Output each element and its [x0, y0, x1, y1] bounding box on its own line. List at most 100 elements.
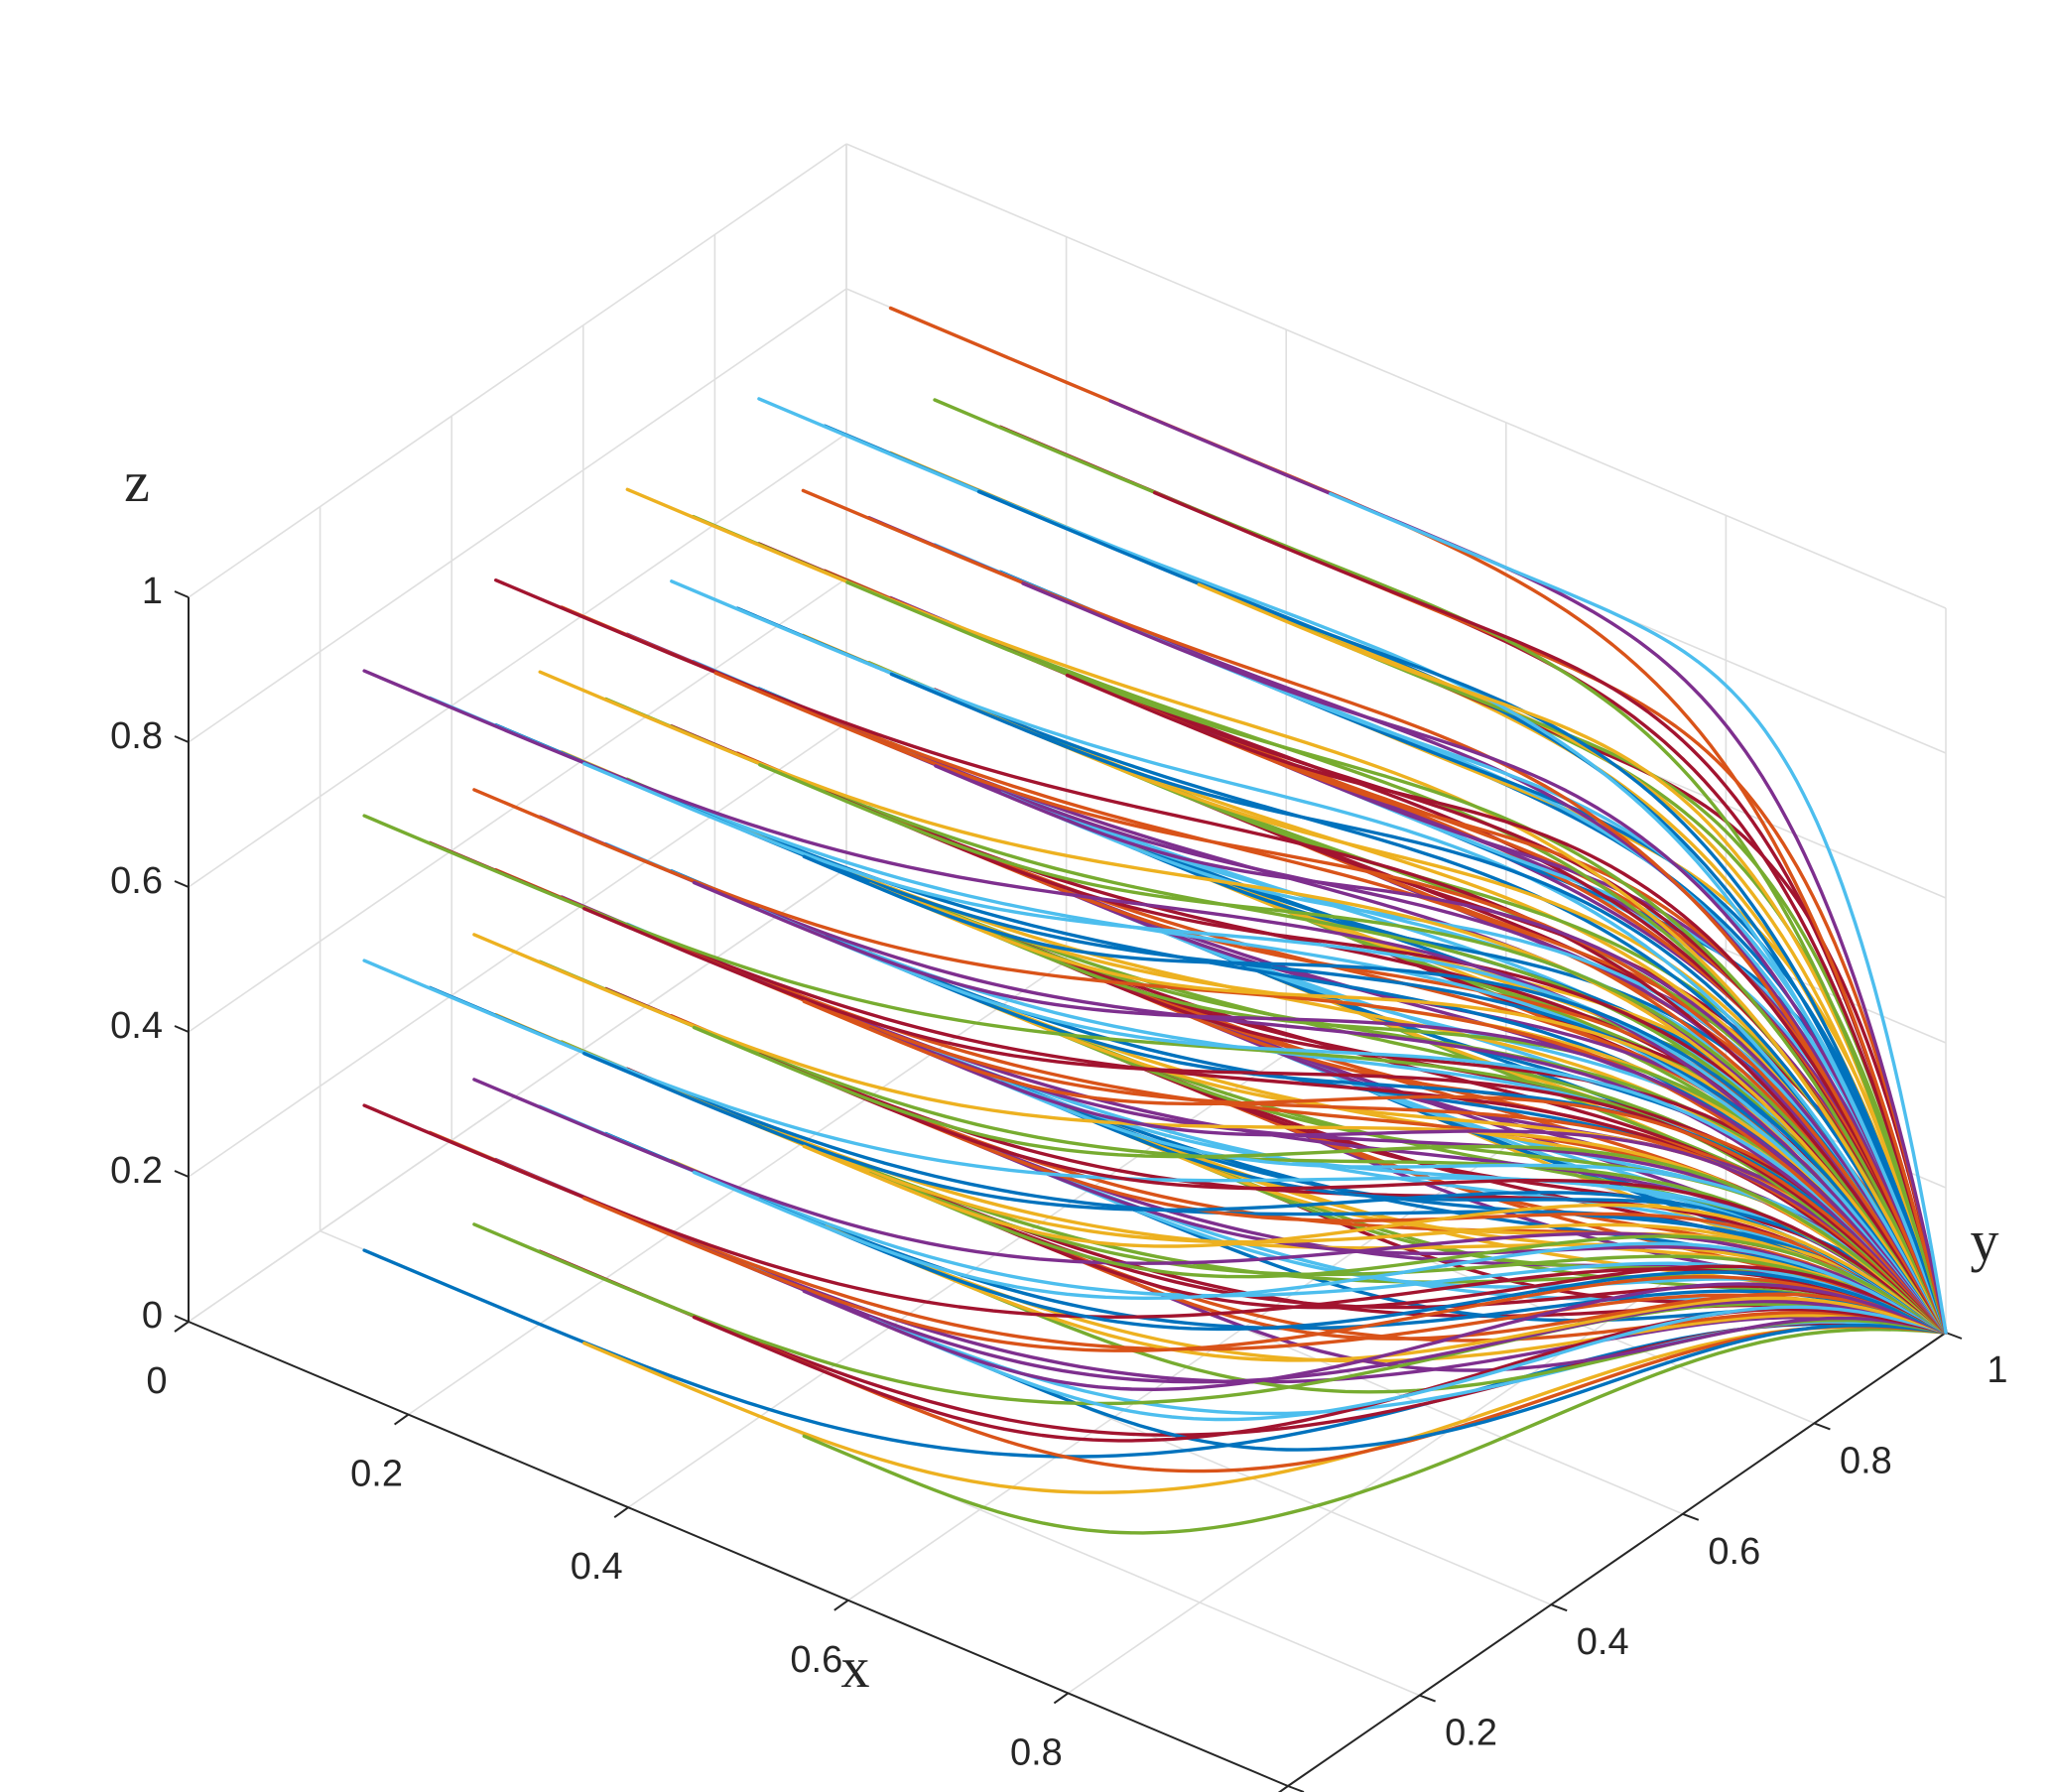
x-tick-mark-2 [613, 1506, 629, 1519]
trajectory-line [999, 791, 1948, 1335]
trajectory-line [472, 933, 1948, 1335]
trajectory-line [802, 854, 1948, 1335]
trajectory-line [802, 1327, 1948, 1535]
trajectory-line [824, 1224, 1948, 1362]
grid-line-leftwall-z-4 [188, 288, 847, 743]
trajectory-line [758, 1324, 1948, 1473]
z-tick-mark-2 [174, 1025, 190, 1033]
y-axis-label: y [1971, 1209, 1999, 1273]
trajectory-line [758, 1198, 1948, 1335]
z-tick-label-2: 0.4 [110, 1005, 163, 1047]
trajectory-line [889, 672, 1948, 1335]
trajectory-line [582, 1325, 1948, 1494]
trajectory-line [428, 840, 1948, 1335]
z-tick-mark-5 [174, 590, 190, 598]
x-tick-label-0: 0 [146, 1360, 167, 1402]
trajectory-line [1021, 581, 1948, 1335]
x-tick-mark-1 [394, 1413, 410, 1426]
z-tick-mark-4 [174, 735, 190, 743]
trajectory-line [692, 1170, 1948, 1335]
trajectories [362, 306, 1948, 1535]
x-tick-label-1: 0.2 [350, 1454, 403, 1495]
trajectory-line [1152, 635, 1948, 1335]
trajectory-line [670, 579, 1948, 1335]
z-axis-label: z [124, 449, 150, 514]
trajectory-line [802, 999, 1948, 1335]
trajectory-line [999, 1081, 1948, 1335]
trajectory-line [1218, 518, 1948, 1335]
trajectory-line [824, 790, 1948, 1335]
trajectory-line [735, 606, 1948, 1335]
x-tick-label-4: 0.8 [1010, 1731, 1063, 1773]
trajectory-line [538, 670, 1948, 1335]
trajectory-line [1197, 582, 1948, 1335]
y-axis-line [1287, 1332, 1947, 1787]
trajectory-line [692, 880, 1948, 1335]
trajectory-line [1328, 492, 1948, 1335]
trajectory-line [428, 696, 1948, 1335]
x-tick-mark-0 [174, 1321, 190, 1333]
trajectory-line [582, 762, 1948, 1335]
trajectory-line [692, 1025, 1948, 1335]
grid-line-backwall-z-5 [845, 143, 1947, 609]
trajectory-line [625, 487, 1948, 1335]
trajectory-line [362, 1248, 1948, 1459]
y-tick-label-4: 0.8 [1840, 1440, 1892, 1481]
y-tick-mark-0 [1287, 1785, 1305, 1792]
y-tick-label-1: 0.2 [1445, 1713, 1497, 1754]
trajectory-line [956, 700, 1948, 1335]
trajectory-line [1131, 701, 1948, 1335]
x-tick-label-3: 0.6 [790, 1639, 842, 1681]
y-tick-mark-3 [1682, 1512, 1700, 1521]
grid-line-leftwall-z-5 [188, 143, 847, 598]
z-tick-label-4: 0.8 [110, 715, 163, 757]
trajectory-line [845, 580, 1948, 1335]
trajectory-line [758, 763, 1948, 1335]
grid-line-leftwall-z-3 [188, 433, 847, 888]
grid-line-leftwall-z-1 [188, 722, 847, 1178]
trajectory-line [428, 1130, 1948, 1351]
trajectory-line [867, 1305, 1948, 1422]
axes [174, 590, 1963, 1792]
trajectory-line [560, 605, 1948, 1335]
trajectory-line [934, 909, 1948, 1335]
trajectory-line [758, 1053, 1948, 1335]
trajectory-line [582, 1051, 1948, 1335]
trajectory-line [934, 1199, 1948, 1335]
trajectory-line [934, 1323, 1948, 1452]
y-tick-mark-4 [1814, 1422, 1831, 1431]
z-tick-label-1: 0.2 [110, 1150, 163, 1192]
trajectory-line [362, 959, 1948, 1335]
trajectory-line [867, 1171, 1948, 1335]
z-tick-label-0: 0 [142, 1295, 163, 1337]
trajectory-line [867, 881, 1948, 1335]
grid-line-leftwall-z-2 [188, 577, 847, 1033]
trajectory-line [603, 697, 1948, 1335]
x-tick-mark-3 [834, 1599, 849, 1611]
trajectory-line [758, 908, 1948, 1335]
tick-labels: 00.20.40.60.8100.20.40.60.8100.20.40.60.… [110, 571, 2007, 1773]
trajectory-line [648, 934, 1948, 1335]
trajectory-line [494, 578, 1948, 1335]
trajectory-line [976, 489, 1948, 1335]
trajectory-line [362, 1103, 1948, 1335]
x-axis-label: x [841, 1635, 870, 1700]
trajectory-line [582, 1196, 1948, 1352]
trajectory-line [934, 764, 1948, 1335]
y-tick-label-3: 0.6 [1708, 1531, 1760, 1573]
trajectory-line [757, 397, 1948, 1335]
trajectory-line [538, 1104, 1948, 1335]
y-tick-label-2: 0.4 [1577, 1621, 1629, 1663]
z-tick-label-3: 0.6 [110, 860, 163, 902]
z-tick-mark-3 [174, 880, 190, 888]
trajectory-line [867, 1026, 1948, 1335]
x-tick-label-2: 0.4 [571, 1546, 623, 1588]
z-tick-mark-0 [174, 1315, 190, 1323]
y-tick-mark-1 [1419, 1694, 1436, 1703]
y-tick-mark-2 [1550, 1603, 1568, 1612]
z-tick-mark-1 [174, 1170, 190, 1178]
trajectory-line [648, 789, 1948, 1335]
trajectory-line [1065, 673, 1948, 1335]
trajectory-line [362, 669, 1948, 1335]
